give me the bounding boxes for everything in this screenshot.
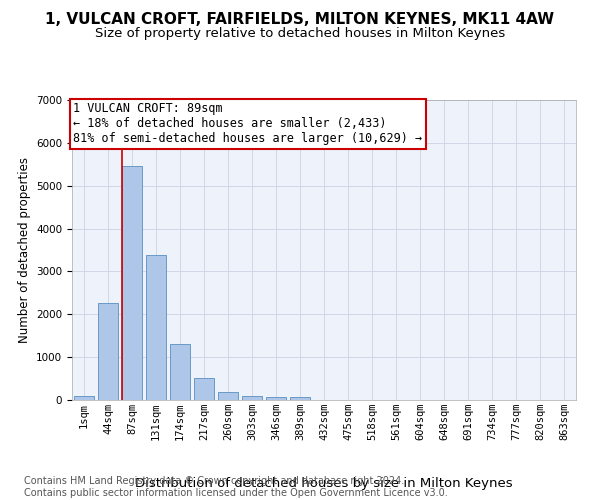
Bar <box>242 396 262 400</box>
Bar <box>194 378 214 400</box>
Text: Distribution of detached houses by size in Milton Keynes: Distribution of detached houses by size … <box>135 477 513 490</box>
Y-axis label: Number of detached properties: Number of detached properties <box>17 157 31 343</box>
Bar <box>218 392 238 400</box>
Text: Size of property relative to detached houses in Milton Keynes: Size of property relative to detached ho… <box>95 28 505 40</box>
Text: Contains HM Land Registry data © Crown copyright and database right 2024.
Contai: Contains HM Land Registry data © Crown c… <box>24 476 448 498</box>
Text: 1, VULCAN CROFT, FAIRFIELDS, MILTON KEYNES, MK11 4AW: 1, VULCAN CROFT, FAIRFIELDS, MILTON KEYN… <box>46 12 554 28</box>
Bar <box>98 302 118 400</box>
Bar <box>122 166 142 400</box>
Bar <box>266 396 286 400</box>
Bar <box>146 255 166 400</box>
Bar <box>290 398 310 400</box>
Text: 1 VULCAN CROFT: 89sqm
← 18% of detached houses are smaller (2,433)
81% of semi-d: 1 VULCAN CROFT: 89sqm ← 18% of detached … <box>73 102 422 145</box>
Bar <box>74 396 94 400</box>
Bar <box>170 344 190 400</box>
